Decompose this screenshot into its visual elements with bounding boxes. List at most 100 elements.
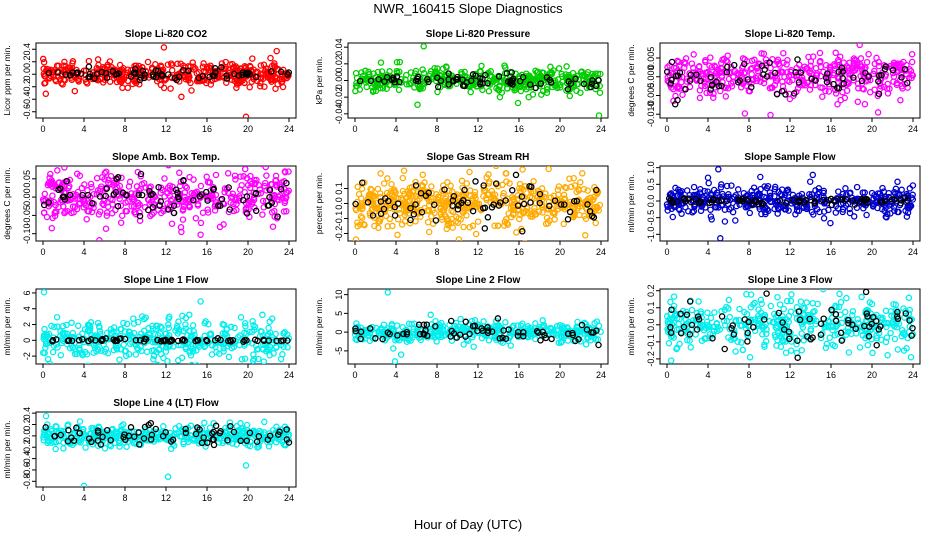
data-point — [405, 336, 412, 344]
data-point — [425, 228, 433, 236]
data-point — [95, 323, 103, 330]
data-point — [251, 180, 259, 188]
y-tick-label: 0.04 — [334, 38, 344, 56]
data-point — [831, 62, 839, 70]
data-point — [897, 96, 904, 104]
data-point — [704, 81, 711, 89]
data-point-subset — [548, 335, 555, 343]
data-point — [380, 321, 388, 328]
y-tick-label: 0.2 — [22, 55, 32, 68]
data-point — [500, 222, 508, 229]
data-point — [516, 215, 523, 223]
data-point — [421, 179, 428, 186]
data-point — [427, 311, 434, 319]
data-point — [273, 196, 281, 203]
data-point-subset — [403, 328, 411, 336]
data-point — [147, 212, 154, 220]
data-point — [259, 197, 267, 205]
data-point-subset — [906, 317, 913, 324]
data-point — [762, 210, 769, 218]
data-point-subset — [505, 326, 512, 333]
data-point — [69, 344, 76, 351]
data-point-subset — [543, 74, 551, 81]
data-point — [442, 213, 449, 220]
data-point-subset — [445, 70, 452, 77]
data-point — [285, 168, 292, 175]
data-point — [777, 343, 785, 350]
data-point — [584, 330, 591, 337]
data-point-subset — [749, 201, 756, 208]
data-point — [110, 181, 117, 189]
data-point-subset — [589, 212, 596, 220]
data-point — [63, 321, 70, 329]
data-point — [552, 330, 559, 338]
data-point-subset — [569, 329, 576, 337]
data-point-subset — [484, 329, 492, 337]
data-point — [242, 323, 249, 330]
data-point — [883, 334, 891, 341]
y-tick-label: -0.5 — [646, 210, 656, 226]
data-point — [259, 211, 266, 218]
data-point — [412, 178, 419, 186]
data-point — [719, 56, 726, 64]
data-point — [232, 67, 239, 74]
data-point — [220, 348, 227, 355]
data-point — [258, 328, 265, 335]
data-point — [439, 182, 447, 189]
data-point — [580, 330, 588, 337]
data-point — [390, 345, 397, 352]
data-point — [261, 179, 269, 187]
data-point-subset — [795, 79, 803, 86]
data-point — [683, 308, 690, 316]
data-point-subset — [185, 67, 192, 75]
data-point — [175, 70, 182, 78]
data-point — [793, 315, 801, 322]
data-point — [819, 84, 826, 92]
data-point — [703, 89, 710, 97]
data-point-subset — [728, 325, 735, 332]
data-point — [84, 80, 91, 87]
data-point — [225, 353, 233, 361]
x-tick-label: 12 — [473, 124, 483, 134]
data-point-subset — [832, 317, 840, 325]
points-group — [39, 289, 293, 364]
data-point — [891, 335, 899, 343]
data-point-subset — [488, 204, 496, 211]
data-point — [738, 339, 745, 346]
data-point — [582, 320, 589, 328]
data-point-subset — [210, 185, 218, 193]
data-point — [771, 183, 779, 191]
data-point — [829, 323, 837, 330]
data-point — [283, 331, 291, 338]
x-tick-label: 16 — [826, 247, 836, 257]
data-point — [41, 325, 48, 333]
data-point — [267, 76, 274, 84]
data-point — [79, 351, 86, 359]
data-point — [596, 89, 604, 96]
data-point — [668, 205, 675, 213]
data-point-subset — [535, 329, 542, 336]
data-point — [125, 328, 133, 335]
data-point — [182, 321, 189, 328]
data-point-subset — [496, 335, 504, 342]
data-point-subset — [520, 329, 527, 336]
data-point-subset — [527, 199, 534, 206]
data-point — [872, 193, 879, 201]
data-point — [188, 361, 195, 364]
data-point-subset — [102, 69, 110, 77]
data-point-subset — [812, 77, 819, 84]
data-point-subset — [891, 196, 898, 204]
data-point — [165, 166, 172, 169]
data-point-subset — [268, 68, 275, 75]
data-point-subset — [45, 199, 52, 206]
data-point-subset — [875, 90, 883, 98]
data-point-subset — [835, 84, 843, 92]
data-point — [272, 85, 279, 92]
data-point — [417, 84, 425, 92]
data-point-subset — [235, 72, 243, 79]
data-point — [863, 58, 871, 66]
data-point — [120, 319, 127, 327]
data-point-subset — [437, 77, 445, 85]
data-point — [122, 207, 129, 215]
